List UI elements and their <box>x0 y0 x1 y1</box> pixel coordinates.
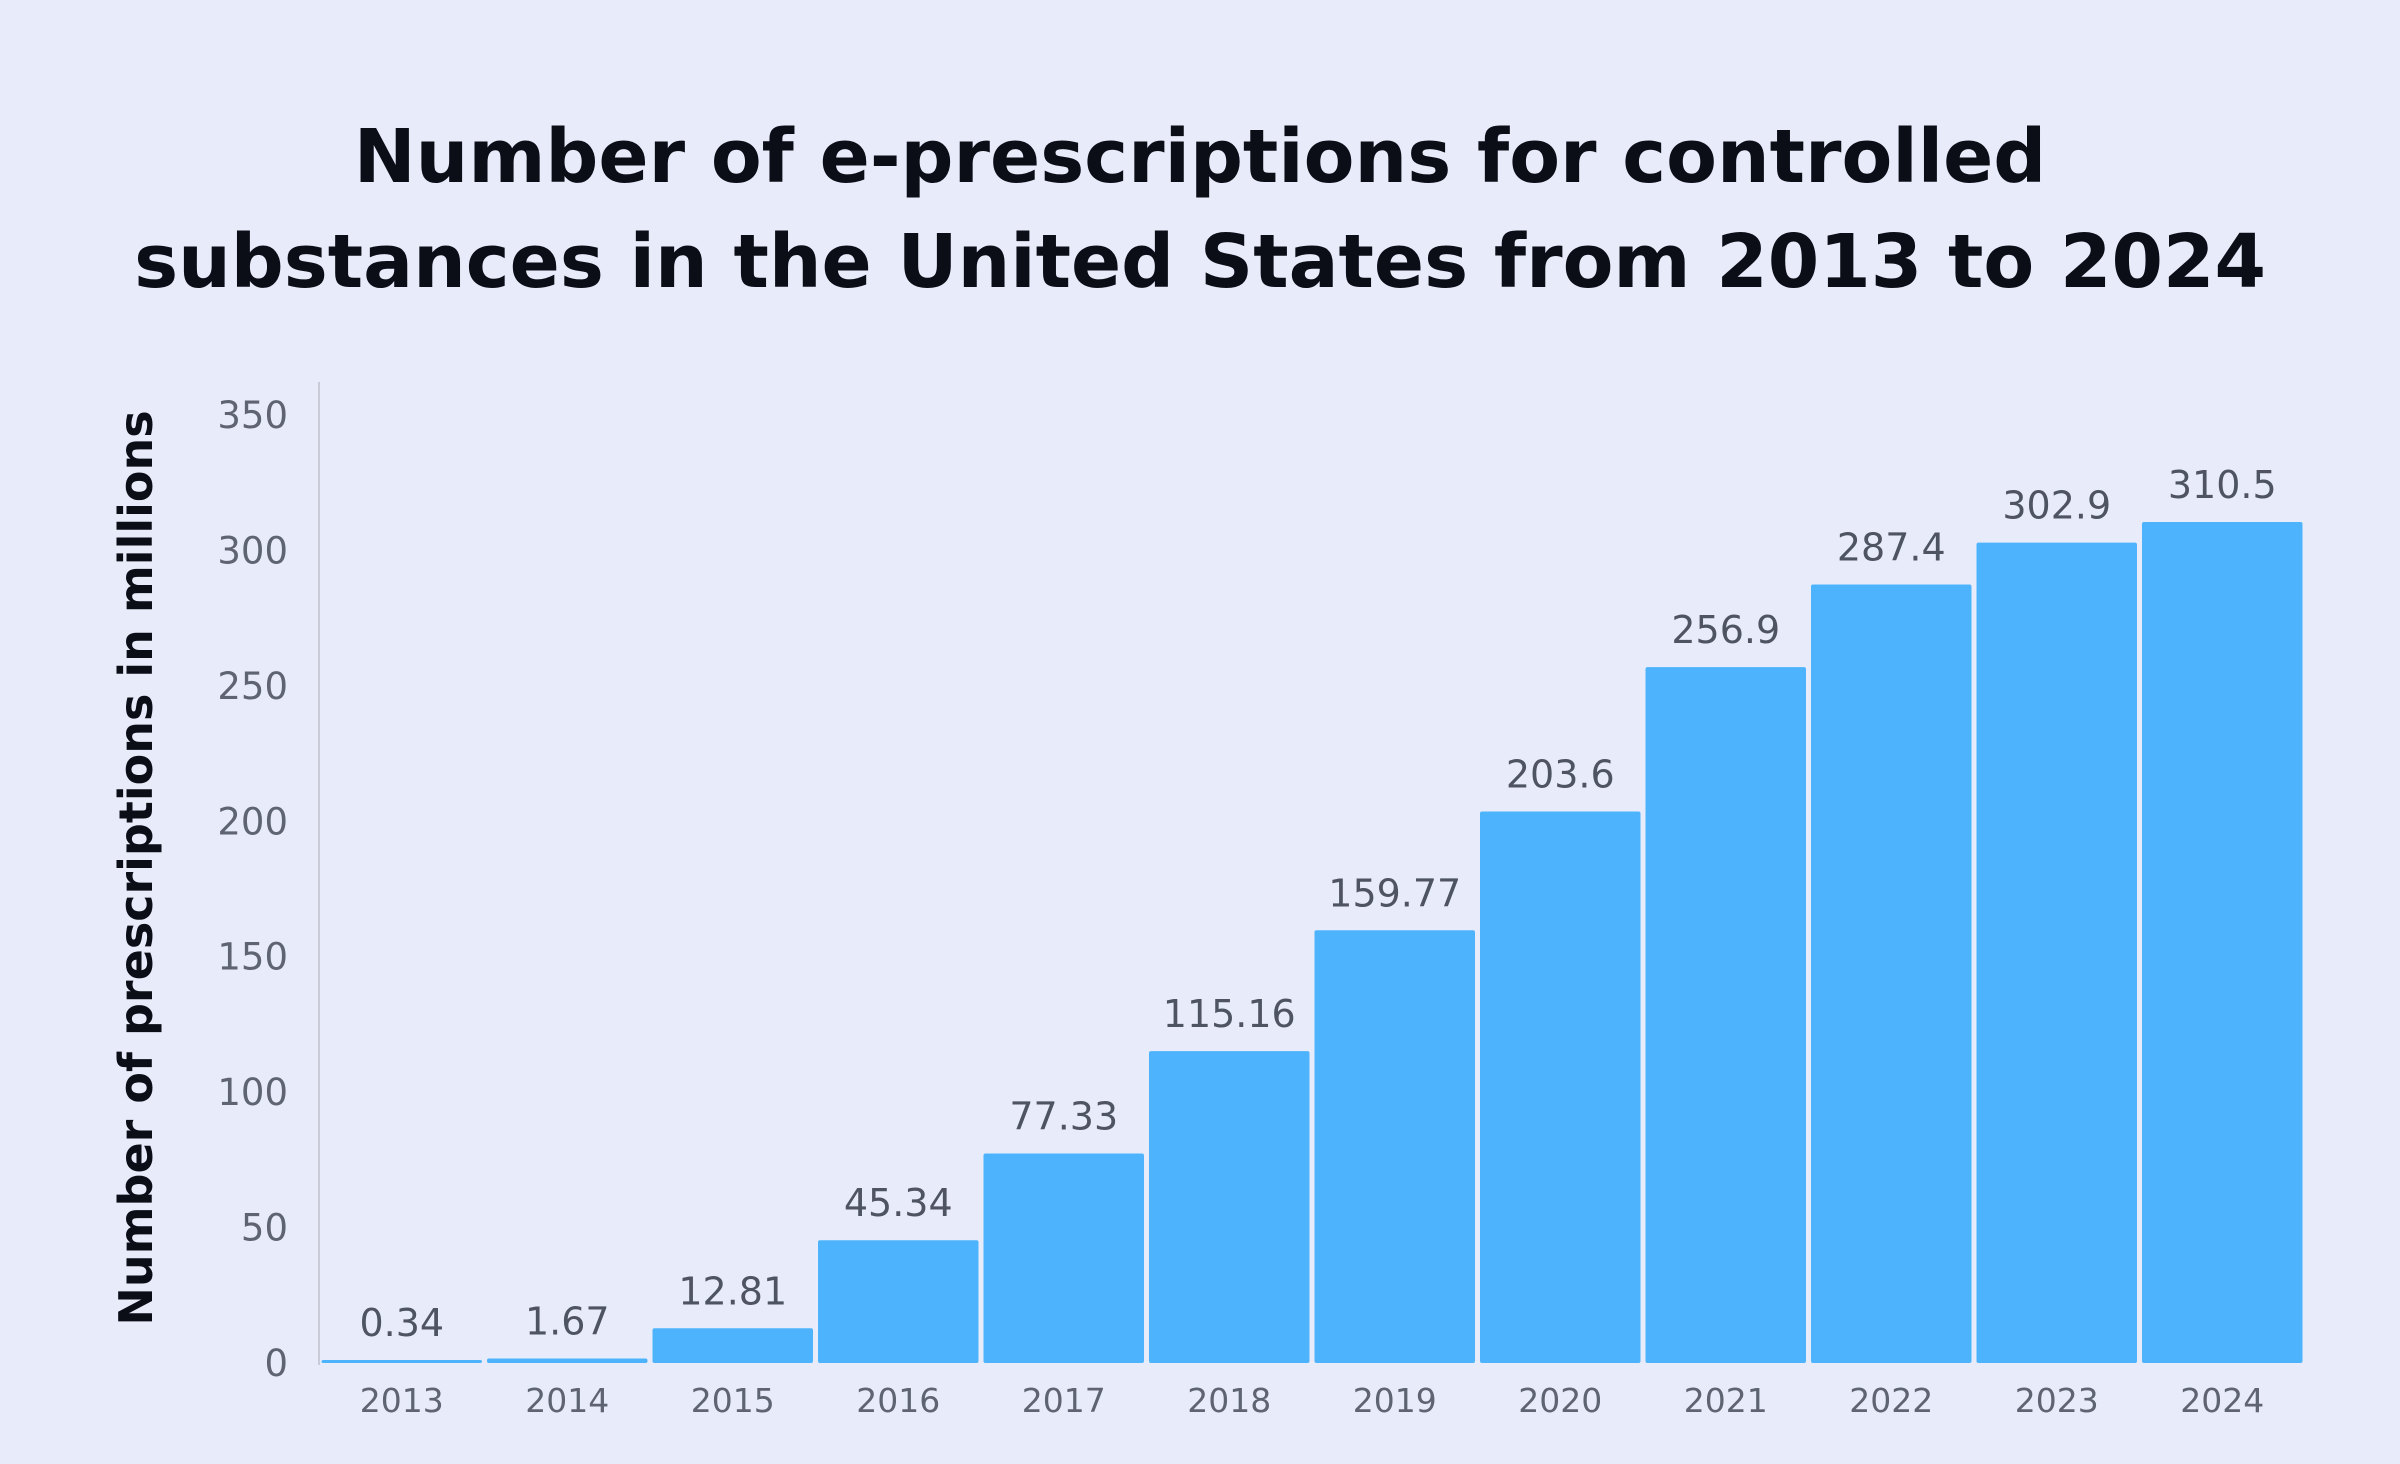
x-tick-label: 2018 <box>1187 1381 1271 1420</box>
bar-2022 <box>1811 584 1972 1363</box>
bar-2023 <box>1976 542 2137 1363</box>
x-tick-label: 2022 <box>1849 1381 1933 1420</box>
bar-2014 <box>487 1358 648 1363</box>
data-label-2018: 115.16 <box>1163 992 1296 1036</box>
y-tick-label: 100 <box>217 1071 288 1114</box>
y-tick-label: 350 <box>217 394 288 437</box>
bar-2021 <box>1645 667 1806 1363</box>
data-label-2024: 310.5 <box>2168 463 2277 507</box>
y-tick-label: 200 <box>217 800 288 843</box>
chart-title-line-1: Number of e-prescriptions for controlled <box>354 114 2047 200</box>
x-tick-label: 2024 <box>2180 1381 2264 1420</box>
y-tick-label: 0 <box>264 1342 288 1385</box>
chart-title-line-2: substances in the United States from 201… <box>134 219 2266 305</box>
x-tick-label: 2023 <box>2015 1381 2099 1420</box>
bar-2019 <box>1314 930 1475 1363</box>
y-tick-label: 250 <box>217 665 288 708</box>
y-tick-label: 300 <box>217 529 288 572</box>
x-tick-label: 2017 <box>1022 1381 1106 1420</box>
bar-2020 <box>1480 811 1641 1363</box>
bar-2016 <box>818 1240 979 1363</box>
data-label-2016: 45.34 <box>844 1181 953 1225</box>
y-tick-label: 50 <box>241 1207 288 1250</box>
y-tick-group: 0 50 100 150 200 250 300 350 <box>217 394 288 1385</box>
bar-2017 <box>983 1153 1144 1363</box>
y-tick-label: 150 <box>217 936 288 979</box>
bar-2018 <box>1149 1051 1310 1363</box>
bar-2013 <box>321 1360 482 1363</box>
bar-2015 <box>652 1328 813 1363</box>
data-label-2021: 256.9 <box>1671 608 1780 652</box>
x-tick-label: 2016 <box>856 1381 940 1420</box>
data-label-2020: 203.6 <box>1506 753 1615 797</box>
bar-2024 <box>2142 521 2303 1363</box>
data-label-group: 0.34 1.67 12.81 45.34 77.33 115.16 159.77 203.6… <box>359 463 2276 1345</box>
x-tick-label: 2014 <box>525 1381 609 1420</box>
bar-group <box>321 521 2303 1363</box>
data-label-2022: 287.4 <box>1837 526 1946 570</box>
data-label-2015: 12.81 <box>678 1269 787 1313</box>
x-tick-label: 2020 <box>1518 1381 1602 1420</box>
x-tick-label: 2013 <box>360 1381 444 1420</box>
x-tick-label: 2021 <box>1684 1381 1768 1420</box>
y-axis-label: Number of prescriptions in millions <box>109 410 163 1325</box>
data-label-2013: 0.34 <box>359 1301 444 1345</box>
x-tick-group: 2013 2014 2015 2016 2017 2018 2019 2020 2021 2022… <box>360 1381 2264 1420</box>
x-tick-label: 2015 <box>691 1381 775 1420</box>
data-label-2017: 77.33 <box>1009 1095 1118 1139</box>
data-label-2019: 159.77 <box>1328 871 1461 915</box>
data-label-2014: 1.67 <box>525 1299 610 1343</box>
x-tick-label: 2019 <box>1353 1381 1437 1420</box>
data-label-2023: 302.9 <box>2002 484 2111 528</box>
